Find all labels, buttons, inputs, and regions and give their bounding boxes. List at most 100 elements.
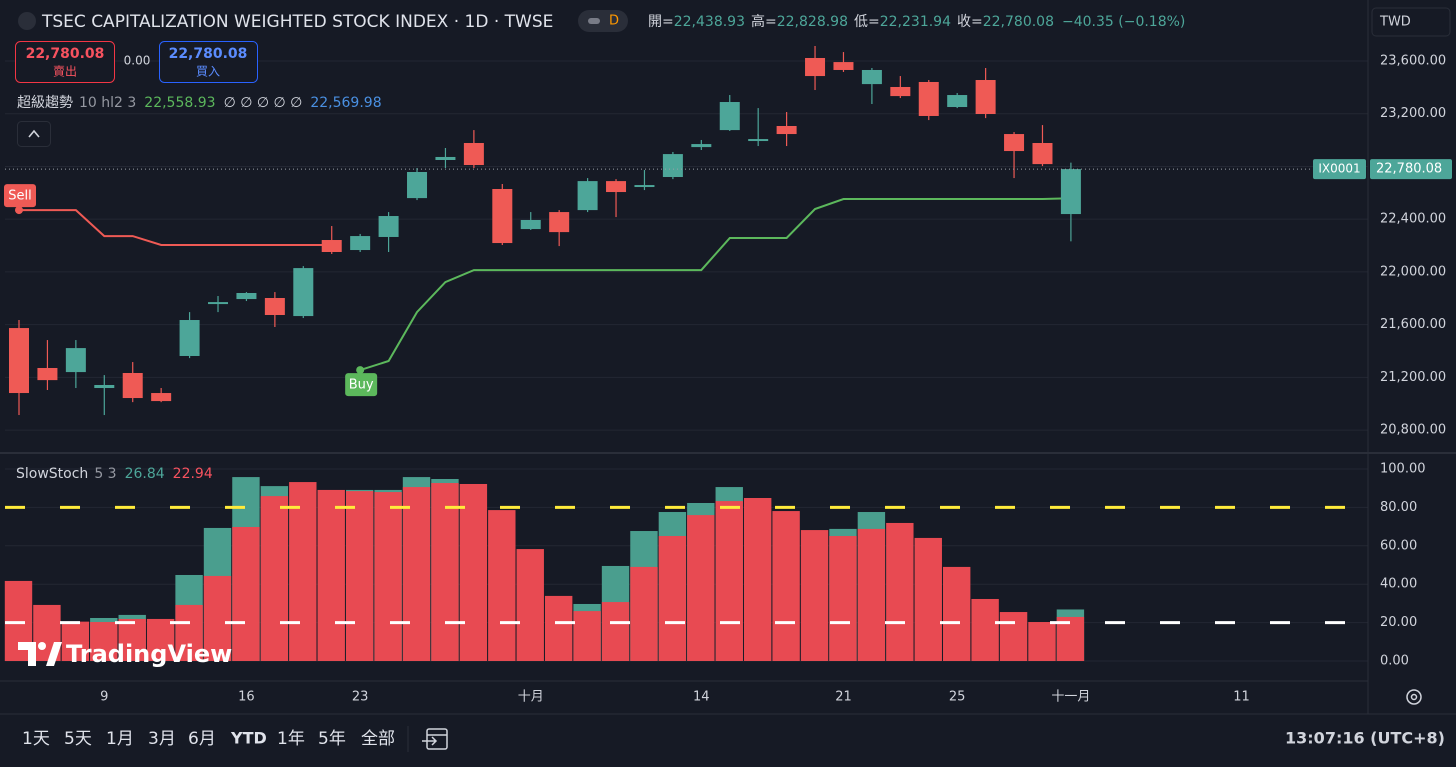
candle-body [492, 189, 513, 244]
supertrend-line [19, 209, 332, 246]
logo-mark [18, 642, 36, 666]
indicator-empty: ∅ ∅ ∅ ∅ ∅ [224, 95, 303, 111]
range-button[interactable]: 1月 [106, 729, 134, 749]
currency-select[interactable] [1371, 7, 1451, 37]
stoch-bar [260, 496, 289, 661]
ohlc-value: 22,828.98 [777, 14, 848, 30]
candle-body [634, 185, 655, 188]
candle-body [37, 367, 58, 381]
symbol-tag [1313, 159, 1366, 180]
stoch-bar [289, 482, 317, 661]
candle-body [1004, 134, 1025, 152]
stoch-k-value: 26.84 [125, 466, 165, 482]
range-bar: 1天 5天 1月 3月 6月 YTD 1年 5年 全部 [22, 729, 395, 750]
candle-body [719, 102, 740, 131]
collapse-icon [28, 129, 40, 138]
stoch-bar [374, 492, 402, 661]
stoch-bar [1028, 622, 1056, 661]
candle-body [378, 216, 399, 237]
change: −40.35 (−0.18%) [1062, 14, 1185, 30]
candle-body [65, 348, 86, 373]
signal-label: Sell [8, 189, 31, 204]
candle-body [833, 62, 854, 70]
stoch-bar [516, 549, 544, 661]
candle-body [94, 384, 115, 389]
goto-date-button[interactable] [422, 728, 448, 750]
stoch-bar [90, 622, 118, 661]
candle-body [861, 69, 882, 85]
y-tick-label: 20.00 [1380, 615, 1417, 630]
candle-body [549, 212, 570, 233]
stoch-bar [203, 575, 232, 661]
candle-body [122, 372, 143, 399]
logo-mark [38, 642, 46, 650]
signal-box [4, 184, 36, 208]
sell-price: 22,780.08 [26, 46, 105, 62]
candle-body [805, 57, 826, 77]
range-button[interactable]: 全部 [361, 729, 395, 749]
ohlc-label: 低= [854, 14, 880, 30]
x-tick-label: 14 [693, 690, 710, 705]
candle-body [264, 298, 285, 316]
candle-body [520, 219, 541, 230]
axis-settings[interactable] [1406, 689, 1422, 705]
stoch-bar [942, 566, 971, 661]
logo-text: TradingView [66, 640, 232, 668]
calendar-icon [426, 728, 448, 750]
stoch-bar [544, 595, 573, 661]
currency: TWD [1379, 15, 1411, 30]
stoch-bar [175, 604, 203, 661]
stoch-bar [886, 522, 914, 661]
stoch-bar [829, 536, 857, 661]
y-tick-label: 22,400.00 [1380, 212, 1446, 227]
stoch-bar [743, 498, 772, 661]
candle-body [975, 80, 996, 115]
sell-button[interactable] [15, 41, 115, 83]
price-tag [1370, 159, 1452, 180]
range-button[interactable]: 1天 [22, 729, 50, 749]
range-button[interactable]: YTD [230, 729, 267, 748]
y-tick-label: 20,800.00 [1380, 423, 1446, 438]
price-tag-label: 22,780.08 [1376, 162, 1442, 177]
range-button[interactable]: 1年 [277, 729, 305, 749]
stoch-legend: SlowStoch 5 3 26.84 22.94 [16, 466, 213, 482]
candle-body [776, 126, 797, 135]
candle-body [1060, 169, 1081, 215]
y-tick-label: 0.00 [1380, 653, 1409, 668]
range-button[interactable]: 5天 [64, 729, 92, 749]
stoch-bar [431, 483, 459, 661]
collapse-button[interactable] [17, 121, 51, 147]
y-tick-label: 60.00 [1380, 538, 1417, 553]
stoch-bar [715, 501, 743, 661]
x-tick-label: 25 [949, 690, 966, 705]
candle-body [463, 143, 484, 166]
ohlc-value: 22,438.93 [674, 14, 745, 30]
buy-label: 買入 [196, 65, 220, 79]
x-tick-label: 11 [1233, 690, 1250, 705]
symbol-icon[interactable] [18, 12, 36, 30]
x-tick-label: 16 [238, 690, 255, 705]
buy-button[interactable] [159, 41, 258, 83]
stoch-bar [971, 598, 999, 661]
market-status[interactable] [578, 10, 628, 32]
signal-label: Buy [349, 378, 374, 393]
range-button[interactable]: 3月 [148, 729, 176, 749]
stoch-bar [402, 487, 431, 661]
stoch-bar [317, 489, 345, 661]
range-button[interactable]: 5年 [318, 729, 346, 749]
range-button[interactable]: 6月 [188, 729, 216, 749]
ohlc-label: 高= [751, 13, 777, 30]
gear-icon [1406, 689, 1422, 705]
candle-body [662, 154, 683, 178]
ohlc-label: 收= [957, 14, 983, 30]
candle-body [691, 144, 712, 148]
status-badge: D [609, 14, 619, 29]
tradingview-logo: TradingView [18, 640, 232, 668]
x-tick-label: 21 [835, 690, 852, 705]
calendar-arrow [422, 734, 447, 746]
candle-body [321, 240, 342, 253]
candle-body [236, 292, 257, 300]
candle-body [151, 393, 172, 402]
signal-dot [15, 206, 23, 215]
